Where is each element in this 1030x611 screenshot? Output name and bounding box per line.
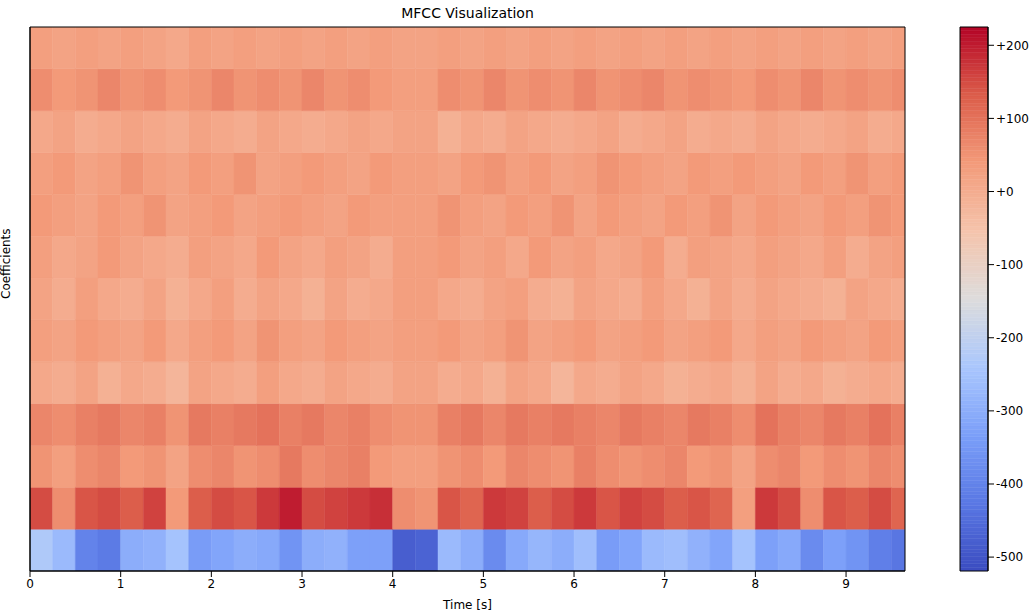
svg-text:+200: +200 [996,39,1029,53]
svg-text:+100: +100 [996,112,1029,126]
svg-text:3: 3 [298,577,306,591]
svg-text:5: 5 [480,577,488,591]
svg-text:Time [s]: Time [s] [442,598,492,611]
html-text:MFCC Visualization: MFCC Visualization [401,5,534,21]
svg-text:2: 2 [208,577,216,591]
svg-text:Coefficients: Coefficients [0,228,13,299]
svg-text:-400: -400 [996,477,1023,491]
svg-text:1: 1 [117,577,125,591]
svg-text:6: 6 [570,577,578,591]
svg-text:7: 7 [661,577,669,591]
svg-text:8: 8 [752,577,760,591]
svg-text:-500: -500 [996,550,1023,564]
svg-text:-100: -100 [996,258,1023,272]
svg-text:-200: -200 [996,331,1023,345]
svg-text:+0: +0 [996,185,1014,199]
svg-text:-300: -300 [996,404,1023,418]
svg-text:4: 4 [389,577,397,591]
svg-text:0: 0 [26,577,34,591]
svg-text:9: 9 [842,577,850,591]
